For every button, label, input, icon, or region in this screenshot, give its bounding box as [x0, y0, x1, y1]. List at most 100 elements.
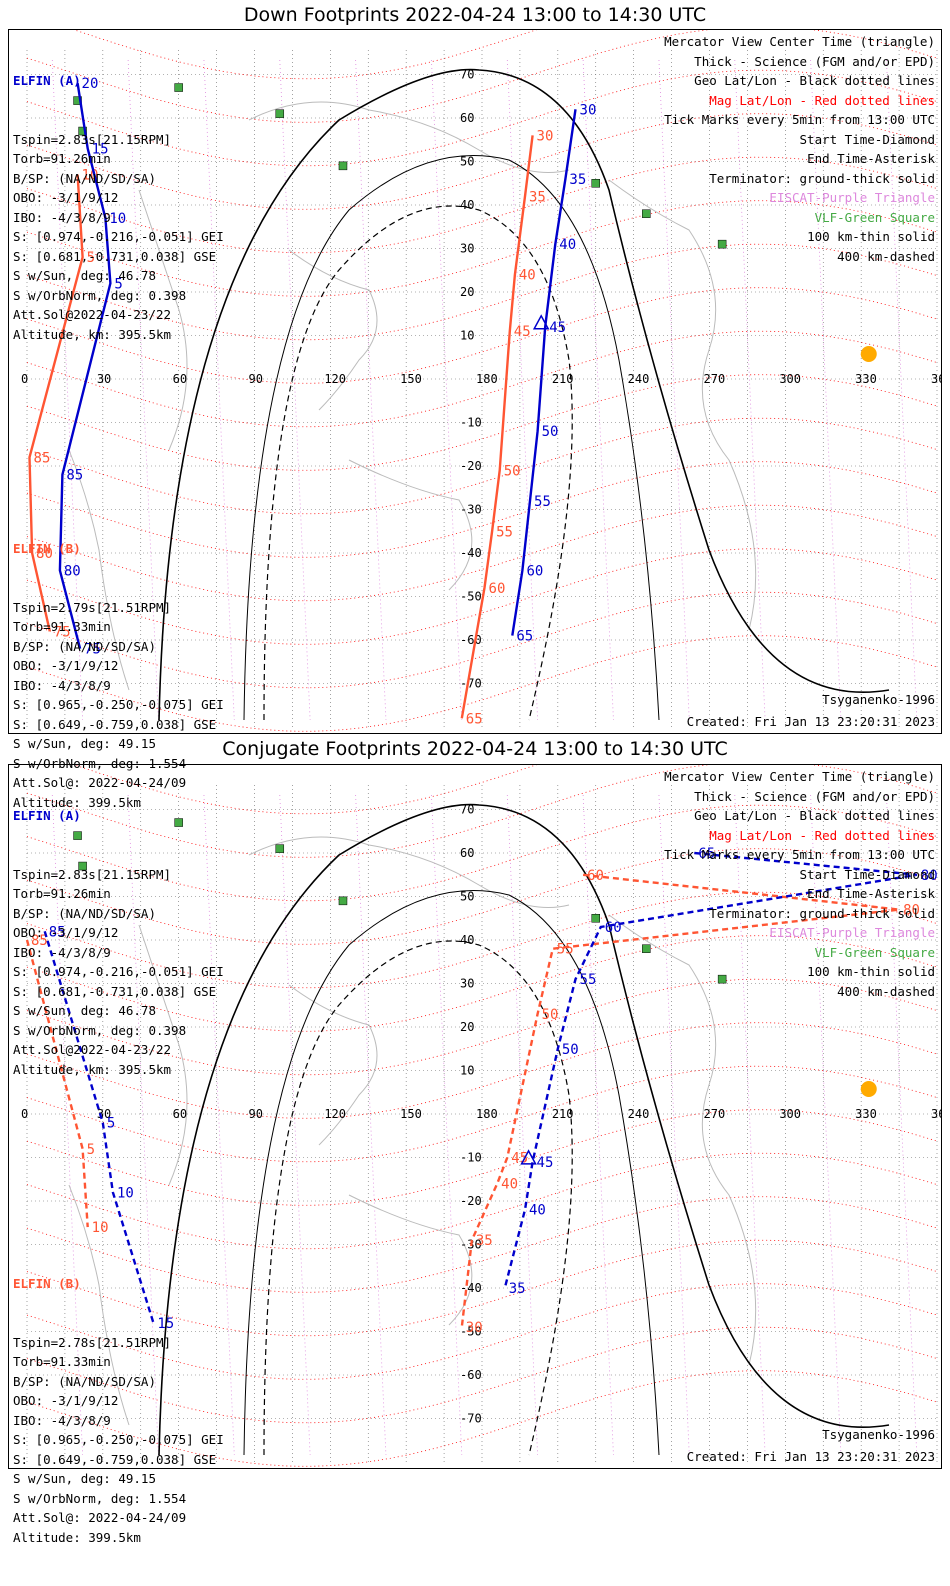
lat-tick-label: 70	[460, 803, 474, 817]
legend-item: Terminator: ground-thick solid	[709, 905, 935, 921]
sun-icon	[860, 1081, 877, 1097]
map-canvas-down: 0 30 60 90 120 150 180 210 240 270 300 330 360 70 60 50…	[21, 30, 941, 732]
legend-item: Start Time-Diamond	[799, 866, 935, 882]
elfin-a-track	[43, 930, 155, 1324]
elfin-a-info-line: IBO: -4/3/8/9	[13, 944, 111, 960]
vlf-station-marker	[275, 109, 285, 118]
created-label: Created: Fri Jan 13 23:20:31 2023	[686, 1449, 935, 1464]
lon-tick-label: 120	[324, 1107, 346, 1121]
elfin-b-info-line: S: [0.649,-0.759,0.038] GSE	[13, 716, 217, 732]
elfin-b-tick-label: 30	[537, 128, 554, 144]
elfin-b-tick-label: 85	[31, 933, 48, 949]
elfin-b-track	[460, 873, 900, 1328]
lat-tick-label: 20	[460, 285, 474, 299]
elfin-b-tick-label: 45	[514, 324, 531, 340]
mag-meridian	[582, 794, 614, 1456]
lat-tick-label: -50	[460, 1325, 482, 1339]
lat-tick-label: 20	[460, 1020, 474, 1034]
elfin-a-tick-label: 55	[534, 494, 551, 510]
vlf-station-marker	[591, 179, 600, 188]
coastline	[68, 449, 130, 691]
elfin-b-info-line: S: [0.965,-0.250,-0.075] GEI	[13, 1432, 224, 1447]
mag-meridian	[582, 59, 614, 721]
elfin-a-tick-label: 60	[605, 920, 622, 936]
elfin-a-info-line: B/SP: (NA/ND/SD/SA)	[13, 170, 156, 186]
legend-item: 400 km-dashed	[837, 248, 935, 264]
legend-item: Start Time-Diamond	[799, 131, 935, 147]
legend-item: Mag Lat/Lon - Red dotted lines	[709, 827, 935, 843]
elfin-a-name: ELFIN (A)	[13, 73, 81, 88]
vlf-station-marker	[338, 161, 348, 171]
elfin-a-info-line: B/SP: (NA/ND/SD/SA)	[13, 905, 156, 921]
lat-tick-label: 10	[460, 329, 474, 343]
elfin-b-info-line: Torb=91.33min	[13, 619, 111, 634]
elfin-a-tick-label: 40	[529, 1203, 546, 1219]
elfin-b-tick-label: 50	[542, 1007, 559, 1023]
lon-tick-label: 180	[476, 372, 498, 386]
elfin-b-tick-label: 5	[87, 1142, 95, 1158]
elfin-a-tick-label: 20	[82, 76, 99, 92]
lon-tick-label: 90	[249, 1107, 263, 1121]
elfin-b-info-line: OBO: -3/1/9/12	[13, 658, 119, 673]
footprint-100km-line	[243, 155, 660, 721]
lon-tick-label: 180	[476, 1107, 498, 1121]
lat-tick-label: 30	[460, 977, 474, 991]
lat-tick-label: -20	[460, 459, 482, 473]
lat-tick-label: -40	[460, 546, 482, 560]
legend-item: Tick Marks every 5min from 13:00 UTC	[664, 847, 935, 862]
panel-title-conjugate: Conjugate Footprints 2022-04-24 13:00 to…	[222, 738, 728, 760]
created-label: Created: Fri Jan 13 23:20:31 2023	[686, 714, 935, 729]
legend-item: Geo Lat/Lon - Black dotted lines	[694, 808, 935, 823]
elfin-b-tick-label: 35	[529, 189, 546, 205]
lon-tick-label: 60	[173, 1107, 187, 1121]
elfin-b-tick-label: 40	[501, 1177, 518, 1193]
elfin-a-tick-label: 45	[537, 1155, 554, 1171]
lon-tick-label: 0	[21, 1107, 28, 1121]
coastline	[608, 914, 757, 1366]
legend-item: VLF-Green Square	[814, 944, 935, 960]
elfin-a-tick-label: 10	[117, 1185, 134, 1201]
mag-meridian	[279, 794, 311, 1456]
elfin-b-tick-label: 35	[476, 1233, 493, 1249]
lat-tick-label: -10	[460, 1151, 482, 1165]
vlf-station-marker	[717, 974, 727, 984]
lon-tick-label: 90	[249, 372, 263, 386]
elfin-a-info-line: S: [0.974,-0.216,-0.051] GEI	[13, 229, 224, 244]
elfin-b-tick-label: 50	[504, 463, 521, 479]
lat-tick-label: -70	[460, 1412, 482, 1426]
elfin-a-tick-label: 35	[509, 1281, 526, 1297]
elfin-b-info-line: S: [0.965,-0.250,-0.075] GEI	[13, 697, 224, 712]
elfin-b-info-line: IBO: -4/3/8/9	[13, 1412, 111, 1428]
legend-down: Mercator View Center Time (triangle) Thic…	[664, 32, 935, 266]
lon-tick-label: 30	[97, 372, 111, 386]
elfin-a-tick-label: 45	[549, 320, 566, 336]
legend-item: Geo Lat/Lon - Black dotted lines	[694, 73, 935, 88]
elfin-a-info-line: S w/Sun, deg: 46.78	[13, 268, 156, 283]
elfin-a-name: ELFIN (A)	[13, 808, 81, 823]
elfin-a-tick-label: 15	[92, 141, 109, 157]
coastline	[68, 1184, 130, 1426]
elfin-b-info-line: B/SP: (NA/ND/SD/SA)	[13, 638, 156, 654]
mag-meridian	[506, 794, 539, 1456]
elfin-b-name: ELFIN (B)	[13, 1276, 81, 1291]
elfin-b-info-line: Att.Sol@: 2022-04-24/09	[13, 775, 187, 790]
legend-item: 400 km-dashed	[837, 983, 935, 999]
elfin-a-tick-label: 65	[516, 629, 533, 645]
lon-tick-label: 330	[855, 1107, 877, 1121]
elfin-b-info-line: Torb=91.33min	[13, 1354, 111, 1369]
legend-item: 100 km-thin solid	[807, 229, 935, 244]
elfin-b-tick-label: 55	[557, 942, 574, 958]
vlf-station-marker	[174, 83, 183, 92]
elfin-b-info-line: Tspin=2.78s[21.51RPM]	[13, 1334, 172, 1350]
vlf-station-marker	[73, 831, 82, 840]
legend-item: VLF-Green Square	[814, 209, 935, 225]
elfin-b-tick-label: 5	[87, 250, 95, 266]
elfin-a-info-line: S: [0.974,-0.216,-0.051] GEI	[13, 964, 224, 979]
elfin-a-tick-label: 5	[114, 276, 122, 292]
elfin-b-info-line: Tspin=2.79s[21.51RPM]	[13, 599, 172, 615]
elfin-b-info-line: S w/Sun, deg: 49.15	[13, 736, 156, 751]
legend-item: Mercator View Center Time (triangle)	[664, 769, 935, 784]
elfin-a-tick-label: 55	[580, 972, 597, 988]
elfin-b-info-conjugate: ELFIN (B) Tspin=2.78s[21.51RPM] Torb=91.3…	[13, 1235, 224, 1586]
elfin-a-tick-label: 85	[66, 468, 83, 484]
